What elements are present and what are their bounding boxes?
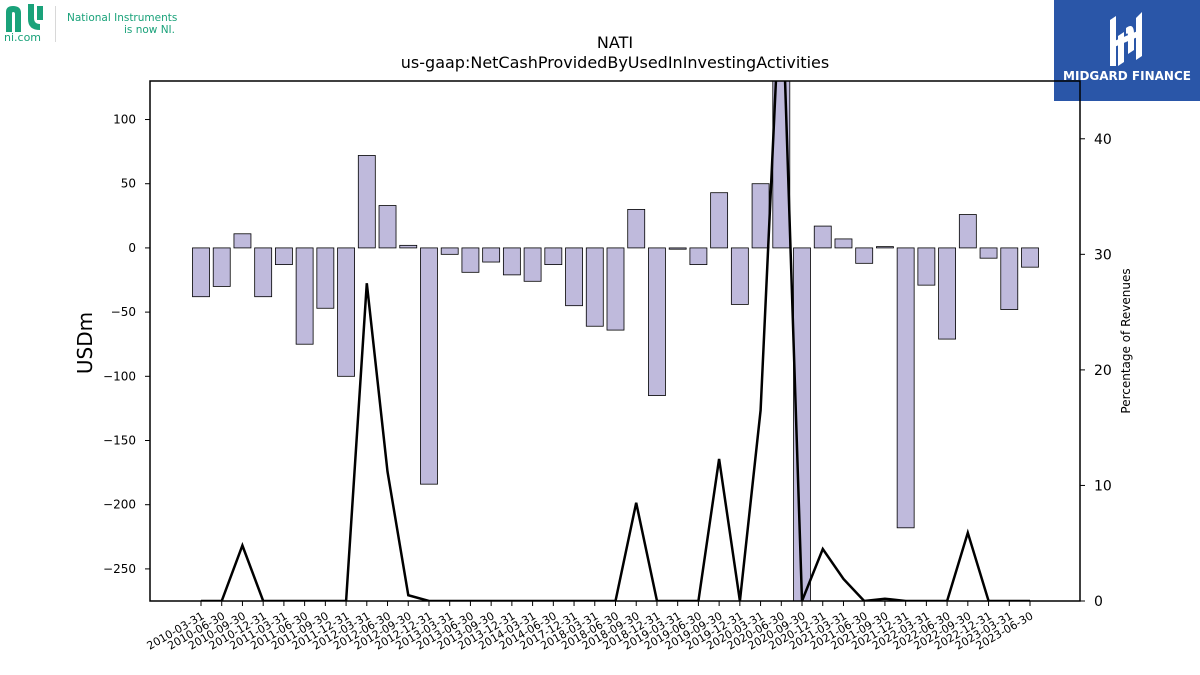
percentage-line	[201, 81, 1030, 601]
bar	[648, 247, 666, 396]
bar	[730, 247, 749, 305]
y-right-tick-label: 20	[1094, 363, 1112, 379]
bar	[233, 233, 252, 249]
ni-logo[interactable]: ni.com National Instruments is now NI.	[0, 0, 190, 50]
plot-area	[192, 81, 1039, 601]
bar	[627, 208, 646, 249]
y-right-tick-label: 40	[1094, 132, 1112, 148]
bar	[979, 247, 998, 259]
bar	[482, 247, 501, 263]
bar	[357, 155, 376, 249]
bar	[523, 247, 542, 282]
bar	[896, 247, 915, 529]
y-right-tick-label: 10	[1094, 478, 1112, 494]
bar	[710, 192, 729, 249]
ni-tagline-line-1: National Instruments	[67, 12, 178, 24]
y-tick-label: −200	[103, 498, 136, 512]
bar	[399, 244, 418, 249]
y-tick-label: −50	[111, 305, 136, 319]
bar	[420, 247, 438, 485]
y-tick-label: 0	[128, 241, 136, 255]
y-right-tick-label: 30	[1094, 247, 1112, 263]
plot-frame	[149, 80, 1081, 602]
bar	[1000, 247, 1019, 310]
y-tick-label: −100	[103, 369, 136, 383]
bar	[440, 247, 459, 255]
chart-subtitle: us-gaap:NetCashProvidedByUsedInInvesting…	[401, 53, 829, 72]
midgard-finance-name: MIDGARD FINANCE	[1063, 69, 1191, 83]
bar	[813, 225, 832, 249]
bar	[917, 247, 936, 286]
ni-site-text: ni.com	[4, 31, 42, 44]
bar	[316, 247, 335, 309]
bar	[544, 247, 563, 266]
bar	[274, 247, 293, 266]
ni-tagline-line-2: is now NI.	[123, 24, 175, 36]
ni-logo-divider	[55, 6, 56, 42]
y-tick-label: −250	[103, 562, 136, 576]
bar	[378, 205, 397, 249]
bar-series	[192, 81, 1039, 601]
bar	[668, 247, 687, 250]
bar	[855, 247, 874, 264]
bar	[502, 247, 521, 276]
ni-logo-mark-icon	[6, 4, 43, 32]
y-tick-label: −150	[103, 434, 136, 448]
midgard-emblem-icon	[1110, 12, 1142, 66]
bar	[295, 247, 314, 345]
bar	[254, 247, 273, 298]
bar	[212, 247, 231, 287]
chart-title: NATI	[597, 33, 633, 52]
bar	[834, 238, 853, 249]
bar	[337, 247, 355, 377]
midgard-finance-logo[interactable]: MIDGARD FINANCE	[1054, 0, 1200, 101]
y-tick-label: 100	[113, 113, 136, 127]
bar	[938, 247, 956, 340]
bar	[751, 183, 770, 249]
bar	[585, 247, 604, 327]
y-right-tick-label: 0	[1094, 594, 1103, 610]
bar	[793, 247, 811, 601]
bar	[1021, 247, 1039, 268]
bar	[958, 214, 977, 249]
y-axis-right-label: Percentage of Revenues	[1119, 268, 1133, 413]
bar	[461, 247, 480, 273]
axes: 100500−50−100−150−200−2500102030402010-0…	[103, 113, 1112, 653]
bar	[689, 247, 708, 266]
bar	[192, 247, 210, 298]
bar	[565, 247, 583, 307]
y-tick-label: 50	[121, 177, 136, 191]
y-axis-label: USDm	[73, 312, 97, 374]
bar	[876, 246, 894, 249]
bar	[606, 247, 625, 331]
